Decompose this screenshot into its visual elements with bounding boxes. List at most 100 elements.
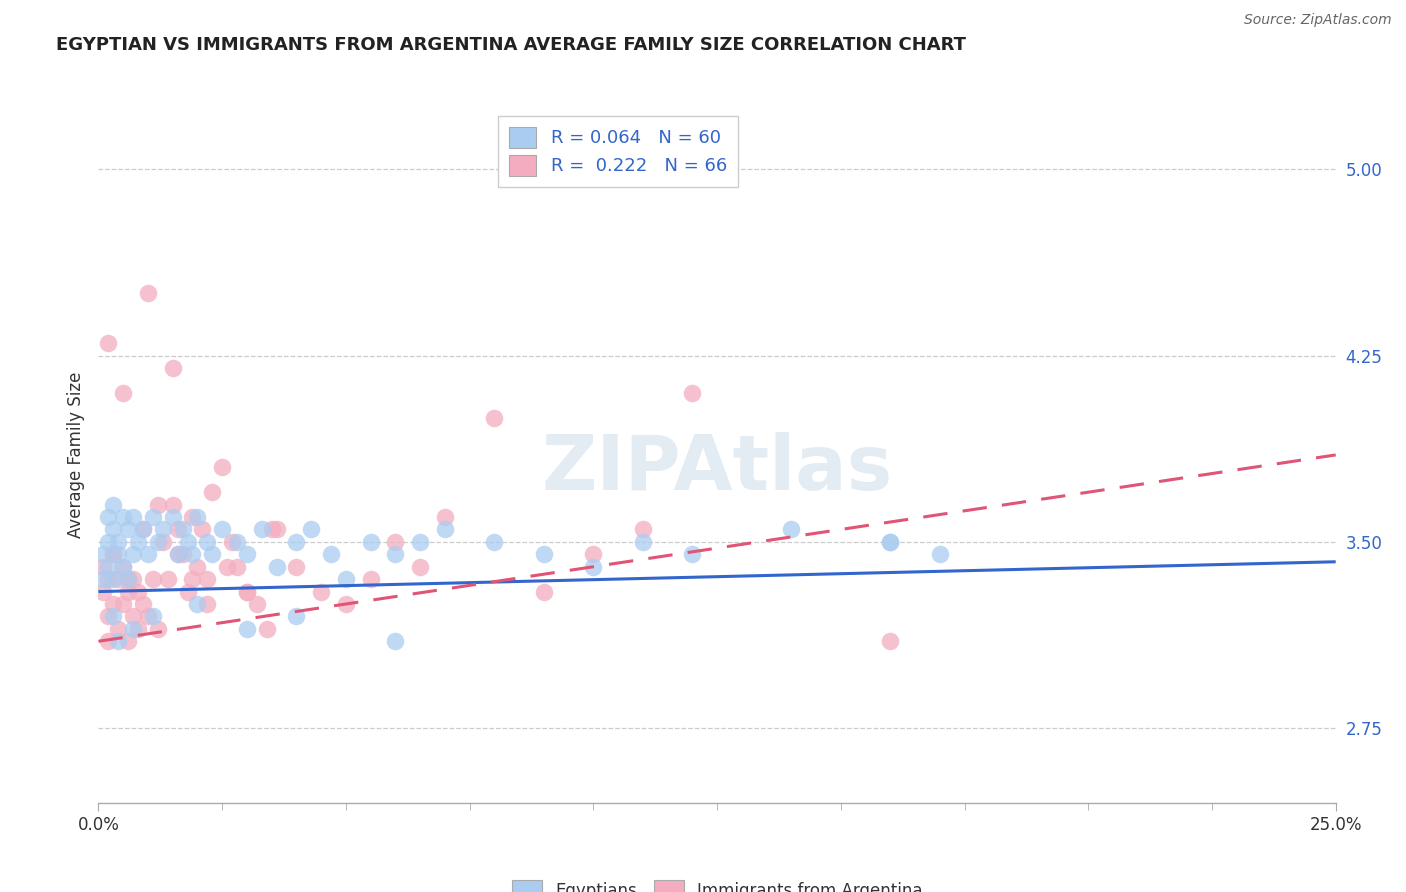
Point (582, 547, 605, 561)
Point (122, 547, 145, 561)
Point (631, 534, 654, 549)
Point (97, 559, 120, 574)
Point (217, 559, 239, 574)
Point (299, 523, 322, 537)
Point (681, 385, 703, 400)
Point (103, 609, 125, 624)
Text: Source: ZipAtlas.com: Source: ZipAtlas.com (1244, 13, 1392, 28)
Text: ZIPAtlas: ZIPAtlas (541, 432, 893, 506)
Point (122, 609, 145, 624)
Point (335, 597, 357, 611)
Point (112, 559, 135, 574)
Point (236, 584, 259, 599)
Point (117, 572, 139, 586)
Point (172, 547, 194, 561)
Point (266, 523, 288, 537)
Point (132, 597, 155, 611)
Point (201, 485, 224, 500)
Point (879, 634, 901, 648)
Point (122, 572, 145, 586)
Point (166, 523, 188, 537)
Point (176, 534, 198, 549)
Point (582, 559, 605, 574)
Point (162, 360, 184, 375)
Point (117, 584, 139, 599)
Point (166, 547, 188, 561)
Point (409, 559, 432, 574)
Point (97, 634, 120, 648)
Point (142, 572, 165, 586)
Point (93, 559, 115, 574)
Point (211, 523, 233, 537)
Point (146, 498, 169, 512)
Point (162, 510, 184, 524)
Point (250, 523, 273, 537)
Point (93, 584, 115, 599)
Point (107, 572, 129, 586)
Point (533, 547, 555, 561)
Point (93, 572, 115, 586)
Point (107, 622, 129, 636)
Point (533, 584, 555, 599)
Point (117, 523, 139, 537)
Point (201, 547, 224, 561)
Point (246, 597, 269, 611)
Point (195, 572, 218, 586)
Point (122, 622, 145, 636)
Point (97, 336, 120, 351)
Point (93, 547, 115, 561)
Point (181, 510, 204, 524)
Point (152, 523, 174, 537)
Point (309, 584, 332, 599)
Point (127, 584, 149, 599)
Point (879, 534, 901, 549)
Point (195, 597, 218, 611)
Point (928, 547, 950, 561)
Point (146, 534, 169, 549)
Point (191, 523, 214, 537)
Point (319, 547, 342, 561)
Point (226, 534, 249, 549)
Point (156, 572, 179, 586)
Point (132, 523, 155, 537)
Point (186, 510, 208, 524)
Point (107, 547, 129, 561)
Point (285, 609, 308, 624)
Point (112, 385, 135, 400)
Point (360, 534, 382, 549)
Point (260, 523, 283, 537)
Point (97, 510, 120, 524)
Point (484, 410, 506, 425)
Point (146, 622, 169, 636)
Point (127, 534, 149, 549)
Point (384, 634, 406, 648)
Point (409, 534, 432, 549)
Point (142, 510, 165, 524)
Point (103, 498, 125, 512)
Point (97, 534, 120, 549)
Point (172, 523, 194, 537)
Point (236, 547, 259, 561)
Point (136, 286, 159, 301)
Point (181, 547, 204, 561)
Point (236, 622, 259, 636)
Point (236, 584, 259, 599)
Point (136, 609, 159, 624)
Point (681, 547, 703, 561)
Point (256, 622, 278, 636)
Point (112, 559, 135, 574)
Point (879, 534, 901, 549)
Point (176, 584, 198, 599)
Point (122, 510, 145, 524)
Point (186, 559, 208, 574)
Point (103, 597, 125, 611)
Point (107, 534, 129, 549)
Point (484, 534, 506, 549)
Point (285, 559, 308, 574)
Point (142, 609, 165, 624)
Y-axis label: Average Family Size: Average Family Size (66, 372, 84, 538)
Point (266, 559, 288, 574)
Point (360, 572, 382, 586)
Legend: Egyptians, Immigrants from Argentina: Egyptians, Immigrants from Argentina (505, 874, 929, 892)
Point (433, 510, 456, 524)
